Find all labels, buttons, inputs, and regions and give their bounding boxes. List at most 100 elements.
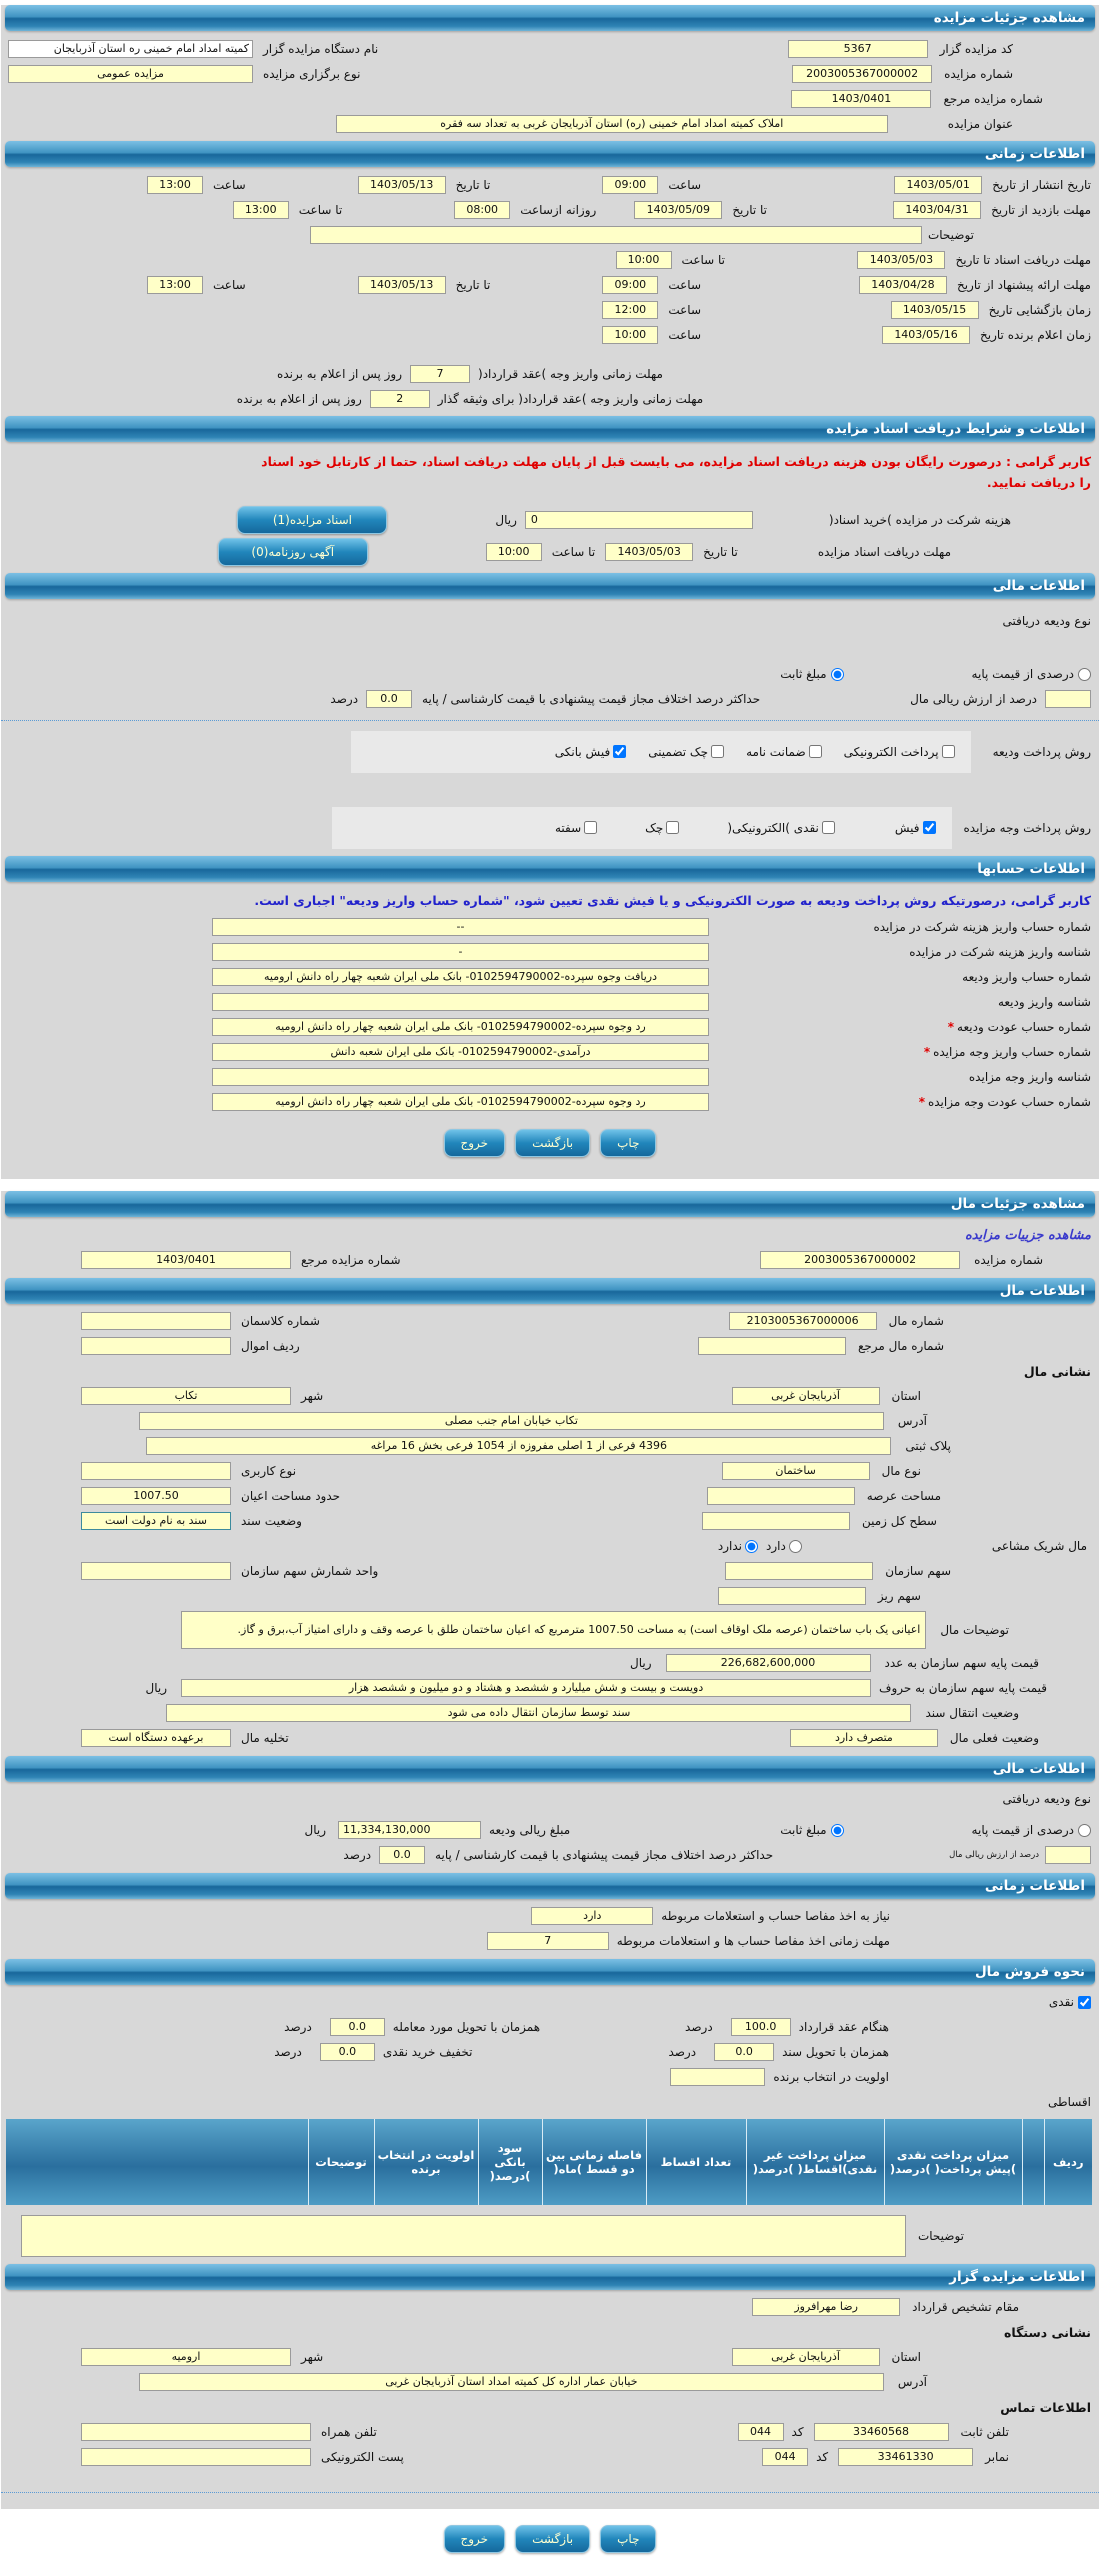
pay-slip-checkbox[interactable] — [922, 821, 936, 834]
asset-desc-value[interactable]: اعیانی یک باب ساختمان (عرصه ملک اوقاف اس… — [181, 1610, 927, 1649]
org-city-value[interactable]: ارومیه — [81, 2348, 291, 2366]
current-status-value[interactable]: متصرف دارد — [789, 1729, 938, 1747]
pay-promissory-checkbox[interactable] — [584, 821, 598, 834]
at-delivery-value[interactable]: 0.0 — [329, 2018, 385, 2036]
auction-type-value[interactable]: مزایده عمومی — [8, 64, 253, 83]
asset-ref-no-value[interactable] — [697, 1337, 846, 1355]
opening-date[interactable]: 1403/05/15 — [890, 300, 979, 319]
asset-deposit-percent-radio[interactable] — [1078, 1823, 1091, 1837]
land-area-value[interactable] — [706, 1487, 855, 1505]
deposit-bankslip-checkbox[interactable] — [613, 745, 627, 758]
deposit-percent-radio[interactable] — [1078, 667, 1091, 681]
base-price-words-value[interactable]: دویست و بیست و شش میلیارد و ششصد و هشتاد… — [181, 1679, 872, 1697]
org-province-value[interactable]: آذربایجان غربی — [731, 2348, 880, 2366]
share-unit-value[interactable] — [81, 1562, 231, 1580]
docs-get-to-hour[interactable]: 10:00 — [485, 542, 542, 561]
back-button[interactable]: بازگشت — [515, 2524, 591, 2553]
asset-deposit-fixed-radio[interactable] — [830, 1823, 844, 1837]
sale-desc-input[interactable] — [20, 2214, 906, 2257]
shared-owner-yes-radio[interactable] — [788, 1539, 802, 1553]
percent-of-value-input[interactable] — [1045, 690, 1091, 708]
acct-pay-return-value[interactable]: رد وجوه سپرده-0102594790002- بانک ملی ای… — [212, 1093, 709, 1111]
offer-to-date[interactable]: 1403/05/13 — [357, 275, 446, 294]
asset-city-value[interactable]: تکاب — [81, 1387, 291, 1405]
acct-pay-in-value[interactable]: درآمدی-0102594790002- بانک ملی ایران شعب… — [212, 1043, 709, 1061]
newspaper-ad-button[interactable]: آگهی روزنامه(0) — [217, 537, 368, 566]
docs-deadline-hour-value[interactable]: 10:00 — [615, 250, 672, 269]
org-share-value[interactable] — [725, 1562, 874, 1580]
cash-sale-checkbox[interactable] — [1078, 1995, 1091, 2009]
winner-priority-value[interactable] — [670, 2068, 766, 2086]
visit-daily-from-hour[interactable]: 08:00 — [454, 200, 511, 219]
auction-number-value[interactable]: 2003005367000002 — [792, 64, 933, 83]
offer-hour-value[interactable]: 09:00 — [602, 275, 659, 294]
asset-auction-no-value[interactable]: 2003005367000002 — [760, 1251, 961, 1269]
org-addr-value[interactable]: خیابان عمار اداره کل کمیته امداد استان آ… — [138, 2373, 884, 2391]
usage-type-value[interactable] — [81, 1462, 231, 1480]
deed-status-value[interactable]: سند به نام دولت است — [81, 1512, 231, 1530]
docs-deadline-date[interactable]: 1403/05/03 — [857, 250, 946, 269]
winner-date[interactable]: 1403/05/16 — [882, 325, 971, 344]
deposit-cheque-checkbox[interactable] — [711, 745, 725, 758]
visit-from-date[interactable]: 1403/04/31 — [893, 200, 982, 219]
print-button[interactable]: چاپ — [600, 1128, 657, 1157]
asset-max-diff-value[interactable]: 0.0 — [379, 1846, 426, 1864]
docs-get-to-date[interactable]: 1403/05/03 — [605, 542, 694, 561]
view-auction-details-link[interactable]: مشاهده جزییات مزایده — [964, 1227, 1091, 1243]
plate-value[interactable]: 4396 فرعی از 1 اصلی مفروزه از 1054 فرعی … — [146, 1437, 892, 1455]
class-no-value[interactable] — [81, 1312, 231, 1330]
fax-value[interactable]: 33461330 — [838, 2448, 974, 2466]
auction-ref-value[interactable]: 1403/0401 — [791, 89, 932, 108]
evacuation-value[interactable]: برعهده دستگاه است — [81, 1729, 231, 1747]
max-diff-value[interactable]: 0.0 — [366, 690, 413, 708]
acct-deposit-in-value[interactable]: دریافت وجوه سپرده-0102594790002- بانک مل… — [212, 968, 709, 986]
at-contract-value[interactable]: 100.0 — [730, 2018, 791, 2036]
print-button[interactable]: چاپ — [600, 2524, 657, 2553]
asset-no-value[interactable]: 2103005367000006 — [728, 1312, 877, 1330]
pay-cheque-checkbox[interactable] — [666, 821, 680, 834]
deposit-guarantee-checkbox[interactable] — [808, 745, 822, 758]
asset-province-value[interactable]: آذربایجان غربی — [731, 1387, 880, 1405]
asset-row-value[interactable] — [81, 1337, 231, 1355]
publish-to-date[interactable]: 1403/05/13 — [357, 175, 446, 194]
org-name-input[interactable]: کمیته امداد امام خمینی ره استان آذربایجا… — [8, 39, 253, 58]
acct-fee-id-value[interactable]: - — [212, 943, 709, 961]
fax-code-value[interactable]: 044 — [762, 2448, 809, 2466]
phone-value[interactable]: 33460568 — [813, 2423, 949, 2441]
phone-code-value[interactable]: 044 — [737, 2423, 784, 2441]
deposit-amount-value[interactable]: 11,334,130,000 — [338, 1821, 482, 1839]
building-area-value[interactable]: 1007.50 — [81, 1487, 231, 1505]
clearance-deadline-value[interactable]: 7 — [486, 1932, 609, 1950]
email-value[interactable] — [81, 2448, 311, 2466]
asset-auction-ref-value[interactable]: 1403/0401 — [81, 1251, 291, 1269]
auction-title-value[interactable]: املاک کمیته امداد امام خمینی (ره) استان … — [335, 114, 888, 133]
pay-deadline2-value[interactable]: 2 — [369, 389, 430, 408]
acct-fee-deposit-value[interactable]: -- — [212, 918, 709, 936]
offer-to-hour-value[interactable]: 13:00 — [147, 275, 203, 294]
deed-transfer-value[interactable]: سند توسط سازمان انتقال داده می شود — [166, 1704, 912, 1722]
mobile-value[interactable] — [81, 2423, 311, 2441]
exit-button[interactable]: خروج — [443, 1128, 506, 1157]
clearance-needed-value[interactable]: دارد — [531, 1907, 654, 1925]
contract-authority-value[interactable]: رضا مهرافروز — [752, 2298, 901, 2316]
exit-button[interactable]: خروج — [443, 2524, 506, 2553]
acct-deposit-return-value[interactable]: رد وجوه سپرده-0102594790002- بانک ملی ای… — [212, 1018, 709, 1036]
publish-to-hour-value[interactable]: 13:00 — [147, 175, 203, 194]
asset-addr-value[interactable]: تکاب خیابان امام جنب مصلی — [138, 1412, 884, 1430]
opening-hour-value[interactable]: 12:00 — [602, 300, 659, 319]
shared-owner-no-radio[interactable] — [745, 1539, 759, 1553]
share-detail-value[interactable] — [717, 1587, 866, 1605]
time-desc-input[interactable] — [309, 225, 922, 244]
at-deed-value[interactable]: 0.0 — [714, 2043, 775, 2061]
visit-to-date[interactable]: 1403/05/09 — [634, 200, 723, 219]
asset-kind-value[interactable]: ساختمان — [721, 1462, 870, 1480]
visit-until-hour-value[interactable]: 13:00 — [232, 200, 289, 219]
acct-deposit-id-value[interactable] — [212, 993, 709, 1011]
total-land-value[interactable] — [701, 1512, 850, 1530]
deposit-fixed-radio[interactable] — [830, 667, 844, 681]
winner-hour-value[interactable]: 10:00 — [602, 325, 659, 344]
asset-percent-of-value-input[interactable] — [1045, 1846, 1091, 1864]
publish-hour-value[interactable]: 09:00 — [602, 175, 659, 194]
offer-from-date[interactable]: 1403/04/28 — [858, 275, 947, 294]
fee-value[interactable]: 0 — [524, 510, 753, 529]
